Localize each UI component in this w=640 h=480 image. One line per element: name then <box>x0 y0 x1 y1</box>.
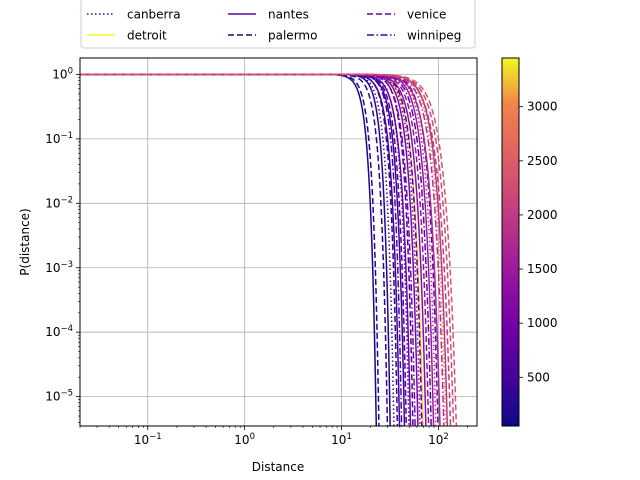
series-line-31 <box>80 73 458 426</box>
series-line-18 <box>80 73 423 426</box>
series-line-4 <box>80 73 391 426</box>
y-tick-label: 10−3 <box>45 260 73 275</box>
series-lines <box>80 73 458 426</box>
legend-label-detroit: detroit <box>127 29 167 43</box>
legend-label-winnipeg: winnipeg <box>407 29 461 43</box>
series-line-10 <box>80 73 408 426</box>
legend-label-nantes: nantes <box>268 8 309 22</box>
series-line-8 <box>80 73 403 426</box>
series-line-19 <box>80 73 427 426</box>
series-line-6 <box>80 73 399 426</box>
legend-label-venice: venice <box>407 8 446 22</box>
legend-label-canberra: canberra <box>127 8 181 22</box>
colorbar-tick-label: 1000 <box>527 316 558 330</box>
y-tick-label: 10−1 <box>45 131 73 146</box>
colorbar-tick-label: 500 <box>527 370 550 384</box>
series-line-5 <box>80 73 395 426</box>
colorbar: 500 1000 1500 2000 2500 3000 <box>501 57 558 427</box>
series-line-23 <box>80 73 437 426</box>
series-line-17 <box>80 73 421 426</box>
axis-ticks: 10−1 100 101 102 10−5 10−4 10−3 10−2 10−1 100 <box>45 66 468 447</box>
x-axis-label: Distance <box>252 460 304 474</box>
colorbar-tick-label: 2500 <box>527 154 558 168</box>
x-tick-label: 100 <box>234 432 255 447</box>
series-line-12 <box>80 73 412 426</box>
x-tick-label: 101 <box>331 432 352 447</box>
legend-box <box>80 0 476 49</box>
series-line-13 <box>80 73 414 426</box>
x-tick-label: 10−1 <box>134 432 162 447</box>
y-axis-label: P(distance) <box>18 208 32 275</box>
colorbar-ticks: 500 1000 1500 2000 2500 3000 <box>519 100 558 384</box>
y-tick-label: 10−4 <box>45 324 73 339</box>
y-tick-label: 10−5 <box>45 389 73 404</box>
series-line-9 <box>80 73 406 426</box>
series-line-22 <box>80 73 435 426</box>
colorbar-tick-label: 1500 <box>527 262 558 276</box>
colorbar-gradient <box>501 57 520 427</box>
y-tick-label: 10−2 <box>45 195 73 210</box>
colorbar-tick-label: 2000 <box>527 208 558 222</box>
grid-lines <box>80 58 477 426</box>
plot-frame <box>79 57 478 427</box>
legend: canberra nantes venice detroit palermo winnip… <box>80 0 476 49</box>
series-line-20 <box>80 73 430 426</box>
colorbar-tick-label: 3000 <box>527 100 558 114</box>
series-line-24 <box>80 73 439 426</box>
legend-label-palermo: palermo <box>268 29 317 43</box>
series-line-1 <box>80 73 378 426</box>
x-tick-label: 102 <box>428 432 449 447</box>
y-tick-label: 100 <box>52 66 73 81</box>
series-line-7 <box>80 73 401 426</box>
series-line-2 <box>80 73 380 426</box>
